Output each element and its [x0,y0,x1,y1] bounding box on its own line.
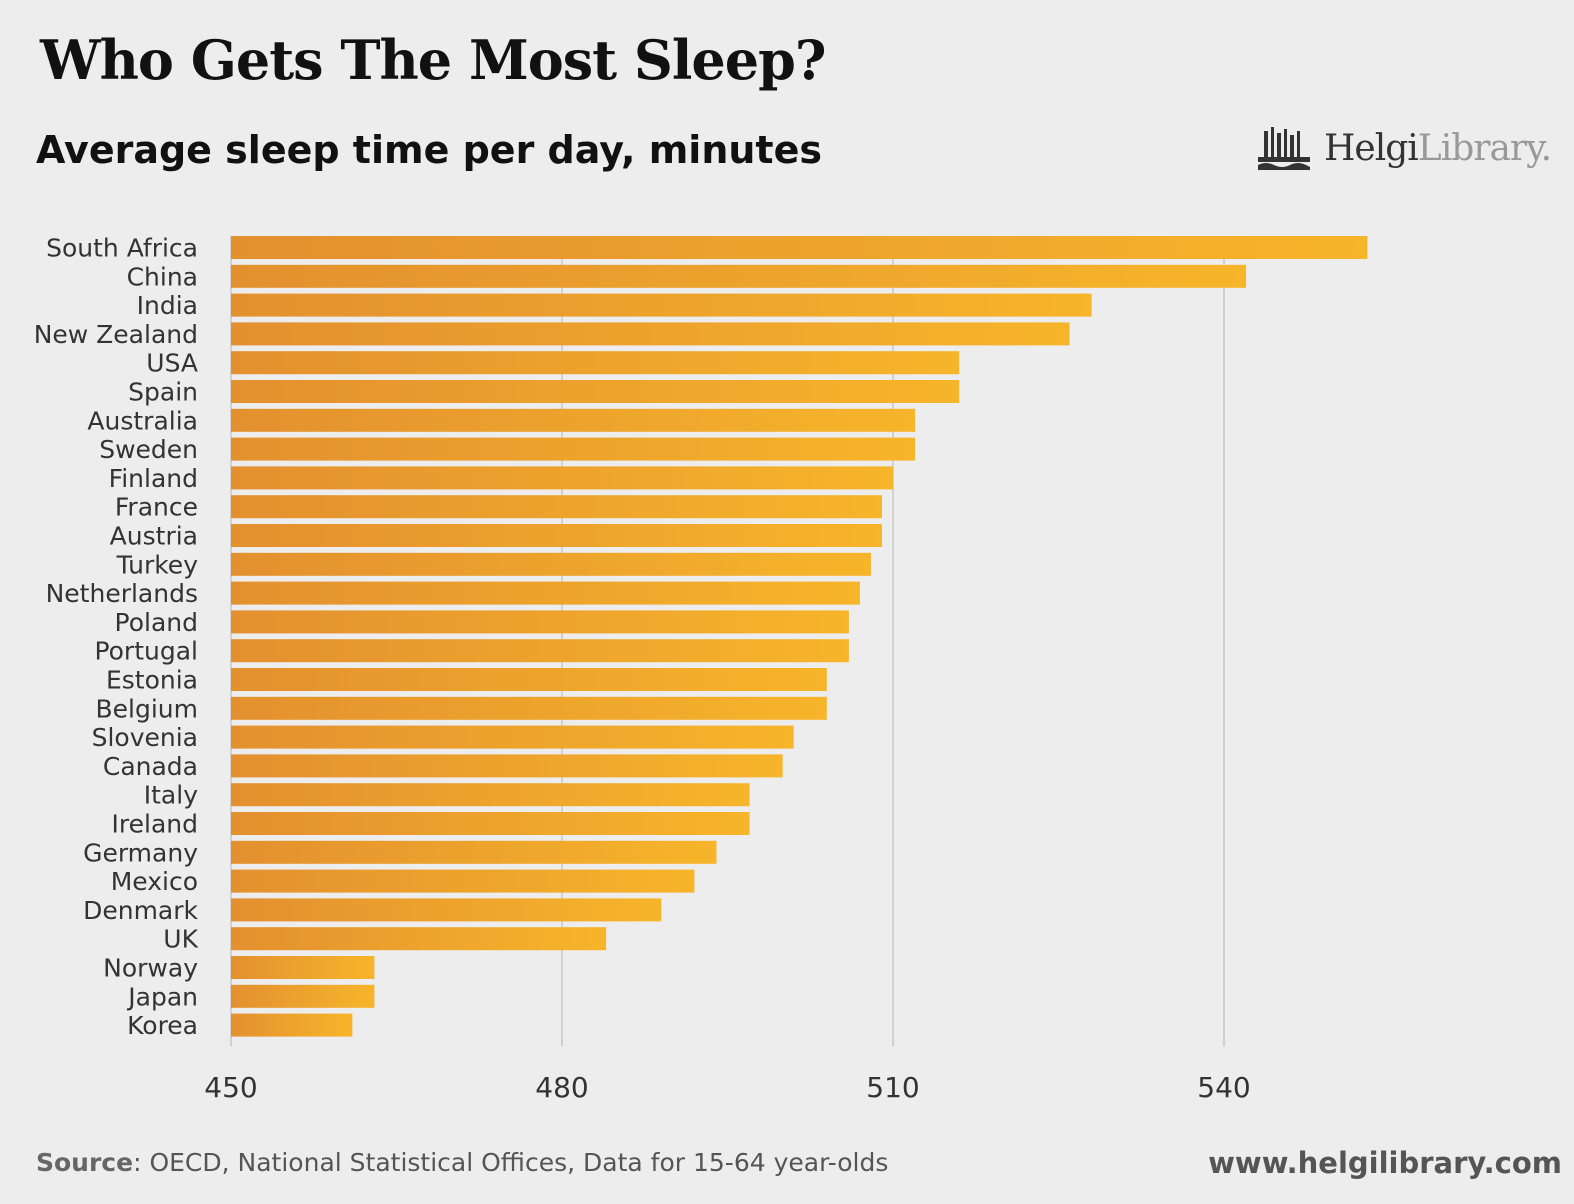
bar-japan [231,984,375,1008]
category-label: Poland [115,608,198,637]
x-tick-label: 510 [866,1071,919,1104]
bar-estonia [231,668,827,691]
bar-norway [231,956,375,979]
helgilibrary-logo: Helgi Library. [1256,122,1552,174]
source-label: Source [36,1148,134,1177]
category-label: Estonia [106,666,198,695]
bar-slovenia [231,725,794,749]
bar-australia [231,408,916,432]
chart-title: Who Gets The Most Sleep? [40,28,826,92]
category-label: New Zealand [34,320,198,349]
bar-spain [231,380,960,403]
bar-ireland [231,812,750,835]
bar-korea [231,1013,353,1037]
bar-portugal [231,639,849,663]
source-text: : OECD, National Statistical Offices, Da… [133,1148,889,1177]
category-label: Sweden [99,435,198,464]
bar-china [231,264,1247,288]
category-label: Mexico [111,867,198,896]
library-building-icon [1258,127,1310,170]
logo-text-helgi: Helgi [1324,127,1419,169]
source-note: Source: OECD, National Statistical Offic… [36,1148,888,1177]
category-label: Canada [103,752,198,781]
bar-finland [231,466,893,490]
x-tick-label: 450 [204,1071,257,1104]
category-label: Korea [127,1011,198,1040]
category-label: Norway [103,954,198,983]
category-label: Ireland [112,810,198,839]
bar-new-zealand [231,322,1070,346]
category-label: Netherlands [46,579,198,608]
bar-belgium [231,696,827,720]
bar-netherlands [231,581,860,605]
category-label: Denmark [83,896,198,925]
bar-mexico [231,869,695,893]
category-label: France [115,493,198,522]
bar-south-africa [231,236,1368,259]
bar-sweden [231,437,916,461]
category-label: Portugal [94,637,198,666]
bar-italy [231,783,750,807]
category-label: Turkey [116,550,199,579]
category-label: South Africa [46,234,198,263]
bar-france [231,495,882,519]
chart-subtitle: Average sleep time per day, minutes [36,128,822,172]
bar-denmark [231,898,662,922]
category-label: Finland [109,464,198,493]
category-label: China [127,262,198,291]
category-label: Japan [126,982,198,1011]
category-label: Spain [128,378,198,407]
category-label: Belgium [96,694,199,723]
bar-canada [231,754,783,778]
category-label: Austria [110,522,198,551]
bar-uk [231,927,607,951]
bar-turkey [231,552,871,576]
x-axis-ticks: 450 480 510 540 [204,1071,1250,1104]
bar-poland [231,610,849,634]
bars [231,236,1368,1037]
logo-text-library: Library. [1417,127,1552,169]
bar-usa [231,351,960,375]
category-label: Germany [83,838,198,867]
x-tick-label: 540 [1197,1071,1250,1104]
bar-austria [231,524,882,547]
x-tick-label: 480 [535,1071,588,1104]
bar-india [231,293,1092,317]
category-label: Australia [87,406,198,435]
category-label: USA [146,349,198,378]
bar-germany [231,840,717,864]
category-label: Italy [144,781,198,810]
category-label: India [137,291,198,320]
category-label: UK [163,925,198,954]
category-label: Slovenia [92,723,198,752]
website-url: www.helgilibrary.com [1208,1146,1562,1180]
